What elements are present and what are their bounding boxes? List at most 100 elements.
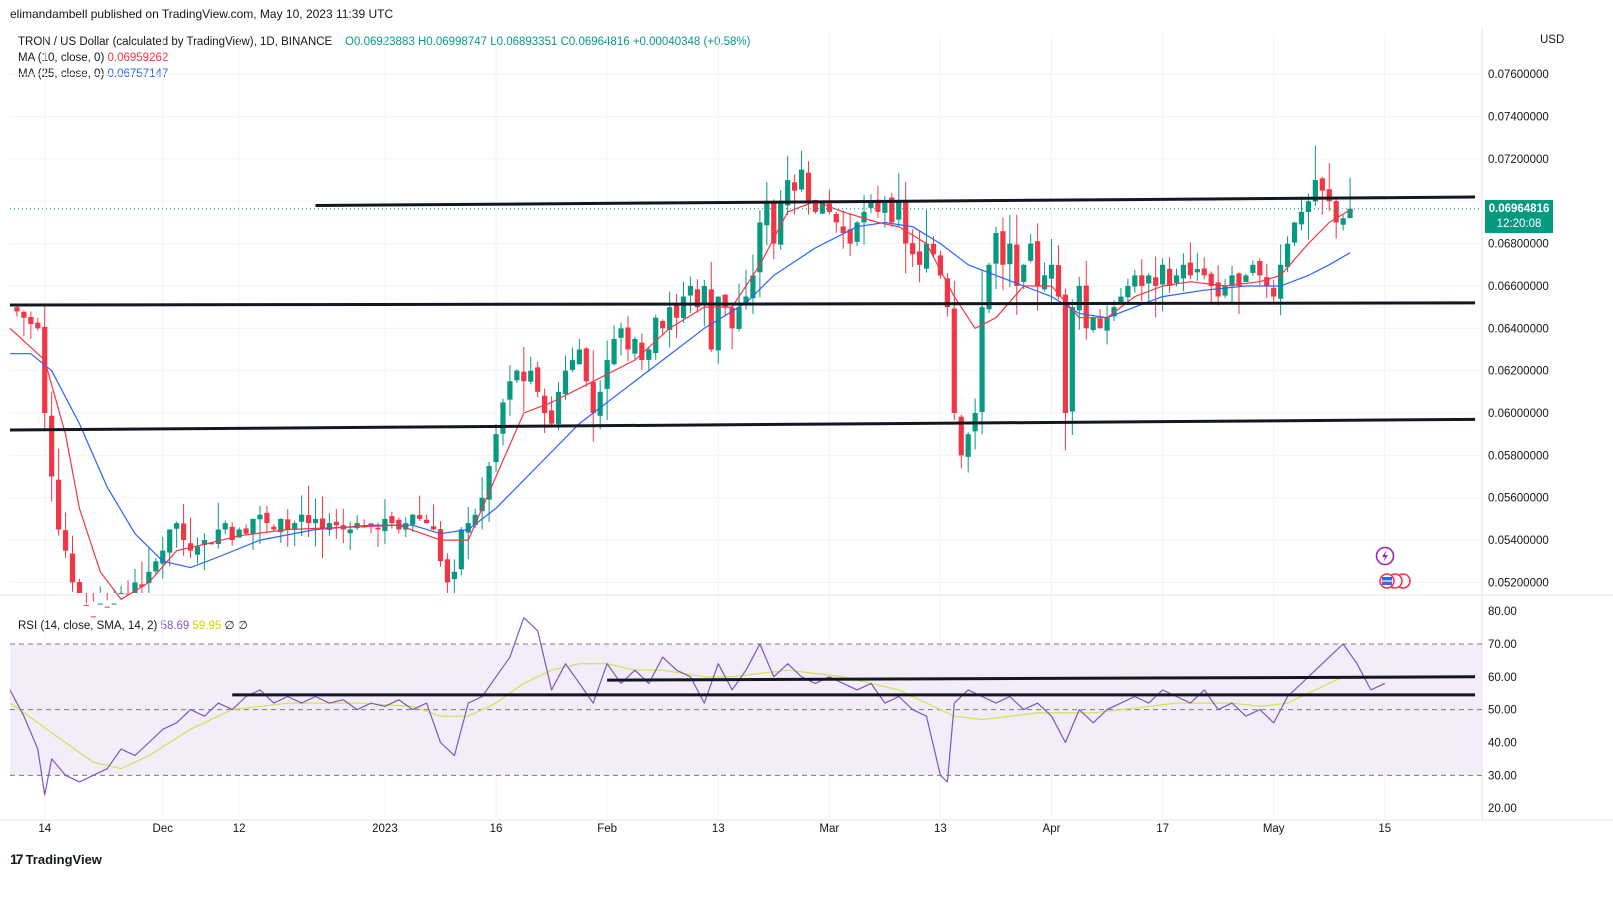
candle-body <box>1284 243 1291 268</box>
candle-body <box>97 603 103 605</box>
ohlc-open: O0.06923883 <box>345 36 415 48</box>
time-tick-label: 13 <box>934 823 947 835</box>
candle-body <box>1125 285 1131 298</box>
candle-body <box>333 521 339 526</box>
candle-body <box>76 582 83 593</box>
candle-body <box>326 523 332 530</box>
candle-body <box>889 197 895 223</box>
price-tick-label: 0.06200000 <box>1488 366 1549 378</box>
candle-body <box>847 229 853 244</box>
candle-body <box>1048 264 1055 279</box>
candle-body <box>875 199 881 212</box>
candle-body <box>21 311 27 318</box>
candle-body <box>229 526 235 541</box>
candle-body <box>201 540 208 546</box>
candle-body <box>854 222 860 242</box>
candle-body <box>542 395 548 414</box>
candle-body <box>479 497 485 512</box>
candle-body <box>1271 287 1277 297</box>
candle-body <box>430 526 437 530</box>
ohlc-low: L0.06893351 <box>490 36 558 48</box>
candle-body <box>1014 244 1020 286</box>
ma10-row[interactable]: MA (10, close, 0) 0.06959262 <box>18 50 750 66</box>
candle-body <box>611 338 617 365</box>
candle-body <box>49 415 55 477</box>
candle-body <box>375 527 381 530</box>
candle-body <box>1055 265 1062 297</box>
candle-body <box>562 370 569 395</box>
candle-body <box>1139 275 1145 286</box>
candle-body <box>1166 268 1173 286</box>
candle-body <box>285 519 291 530</box>
candle-body <box>548 410 555 424</box>
candle-body <box>180 523 187 541</box>
candle-body <box>951 308 957 414</box>
candle-body <box>750 275 756 299</box>
last-price-value: 0.06964816 <box>1488 203 1550 215</box>
time-tick-label: May <box>1263 823 1285 835</box>
currency-label: USD <box>1540 34 1565 46</box>
candle-body <box>569 360 576 370</box>
candle-body <box>583 348 589 382</box>
ohlc-close: C0.06964816 <box>560 36 630 48</box>
price-tick-label: 0.06000000 <box>1488 408 1549 420</box>
candle-body <box>694 289 700 308</box>
candle-body <box>1243 275 1249 282</box>
candle-body <box>639 342 645 361</box>
candles-group <box>14 145 1353 618</box>
candle-body <box>403 523 409 530</box>
candle-body <box>576 349 582 365</box>
candle-body <box>944 278 950 308</box>
rsi-tick-label: 40.00 <box>1488 737 1517 749</box>
last-price-badge: 0.06964816 12:20:08 <box>1485 200 1553 233</box>
candle-body <box>1153 277 1159 286</box>
lightning-icon[interactable] <box>1375 546 1395 566</box>
candle-body <box>916 251 923 265</box>
candle-body <box>444 559 451 583</box>
candle-body <box>1291 222 1298 243</box>
rsi-tick-label: 20.00 <box>1488 803 1517 815</box>
candle-body <box>743 296 749 304</box>
candle-body <box>1208 273 1214 286</box>
candle-body <box>958 416 964 456</box>
candle-body <box>1298 211 1305 225</box>
symbol-title[interactable]: TRON / US Dollar (calculated by TradingV… <box>18 36 333 48</box>
price-tick-label: 0.06600000 <box>1488 281 1549 293</box>
candle-body <box>792 182 798 191</box>
candle-body <box>819 201 825 214</box>
candle-body <box>1250 264 1256 273</box>
rsi-legend[interactable]: RSI (14, close, SMA, 14, 2) 58.69 59.95 … <box>18 618 248 632</box>
candle-body <box>979 307 985 412</box>
price-tick-label: 0.07400000 <box>1488 112 1549 124</box>
candle-body <box>264 512 270 524</box>
candle-body <box>1180 264 1187 279</box>
time-tick-label: Dec <box>153 823 174 835</box>
candle-body <box>680 296 687 319</box>
candle-body <box>771 202 777 244</box>
candle-body <box>257 514 263 520</box>
candle-body <box>271 526 277 530</box>
time-tick-label: 12 <box>233 823 246 835</box>
candle-body <box>882 201 888 213</box>
price-tick-label: 0.05200000 <box>1488 577 1549 589</box>
candle-body <box>729 307 735 329</box>
candle-body <box>535 367 541 392</box>
candle-body <box>1333 201 1339 223</box>
tradingview-logo[interactable]: 17 TradingView <box>10 851 102 867</box>
candle-body <box>1312 180 1318 202</box>
candle-body <box>424 519 430 524</box>
candle-body <box>896 201 902 220</box>
event-icons[interactable] <box>1373 546 1413 592</box>
candle-body <box>923 243 930 269</box>
candle-body <box>368 523 374 526</box>
candle-body <box>174 523 180 529</box>
economic-events-icon[interactable] <box>1379 573 1411 589</box>
candle-body <box>354 523 360 529</box>
candle-body <box>111 603 117 605</box>
candle-body <box>42 326 48 414</box>
time-tick-label: Apr <box>1043 823 1061 835</box>
candle-body <box>1236 273 1242 286</box>
rsi-trendline <box>607 675 1476 682</box>
candle-body <box>764 201 770 226</box>
